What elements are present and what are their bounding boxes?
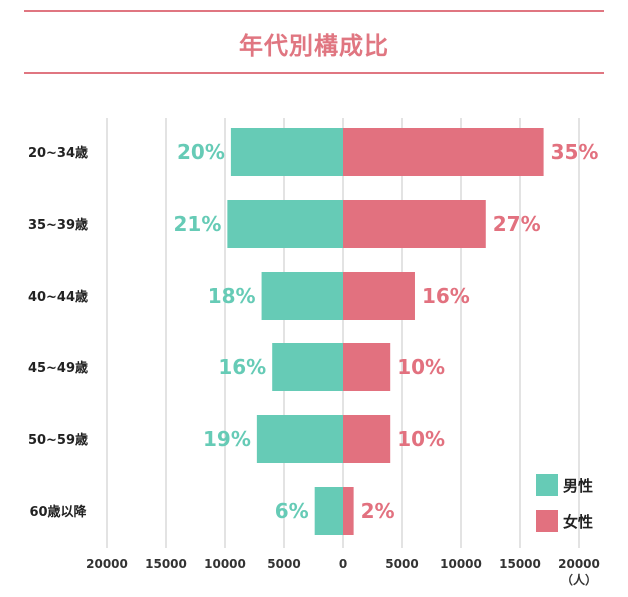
category-label: 45~49歳 bbox=[28, 360, 88, 376]
male-percent-label: 21% bbox=[173, 212, 221, 236]
x-tick-label: 0 bbox=[339, 557, 347, 571]
female-bar bbox=[343, 128, 544, 176]
male-bar bbox=[272, 343, 343, 391]
female-bar bbox=[343, 487, 354, 535]
male-percent-label: 18% bbox=[208, 284, 256, 308]
chart-title: 年代別構成比 bbox=[239, 32, 389, 60]
title-bottom-rule bbox=[24, 72, 604, 74]
female-bar bbox=[343, 200, 486, 248]
legend-swatch bbox=[536, 510, 558, 532]
male-bar bbox=[230, 128, 343, 176]
legend-label: 女性 bbox=[563, 513, 593, 531]
female-percent-label: 10% bbox=[397, 427, 445, 451]
x-tick-label: 10000 bbox=[440, 557, 482, 571]
male-bar bbox=[314, 487, 343, 535]
female-percent-label: 16% bbox=[422, 284, 470, 308]
x-tick-label: 5000 bbox=[267, 557, 300, 571]
female-bar bbox=[343, 415, 391, 463]
category-label: 60歳以降 bbox=[29, 504, 87, 520]
female-bar bbox=[343, 343, 391, 391]
male-percent-label: 20% bbox=[177, 140, 225, 164]
x-axis-unit: （人） bbox=[561, 572, 597, 587]
title-top-rule bbox=[24, 10, 604, 12]
legend-swatch bbox=[536, 474, 558, 496]
female-percent-label: 2% bbox=[361, 499, 395, 523]
male-bar bbox=[261, 272, 343, 320]
x-tick-label: 15000 bbox=[499, 557, 541, 571]
male-percent-label: 6% bbox=[275, 499, 309, 523]
legend-label: 男性 bbox=[563, 477, 593, 495]
female-percent-label: 35% bbox=[551, 140, 599, 164]
male-percent-label: 16% bbox=[218, 355, 266, 379]
x-tick-label: 5000 bbox=[385, 557, 418, 571]
male-percent-label: 19% bbox=[203, 427, 251, 451]
x-tick-label: 20000 bbox=[558, 557, 600, 571]
female-percent-label: 10% bbox=[397, 355, 445, 379]
male-bar bbox=[256, 415, 343, 463]
male-bar bbox=[227, 200, 343, 248]
female-percent-label: 27% bbox=[493, 212, 541, 236]
category-label: 35~39歳 bbox=[28, 217, 88, 233]
category-label: 40~44歳 bbox=[28, 289, 88, 305]
x-tick-label: 20000 bbox=[86, 557, 128, 571]
x-tick-label: 15000 bbox=[145, 557, 187, 571]
category-label: 20~34歳 bbox=[28, 145, 88, 161]
female-bar bbox=[343, 272, 415, 320]
x-tick-label: 10000 bbox=[204, 557, 246, 571]
category-label: 50~59歳 bbox=[28, 432, 88, 448]
